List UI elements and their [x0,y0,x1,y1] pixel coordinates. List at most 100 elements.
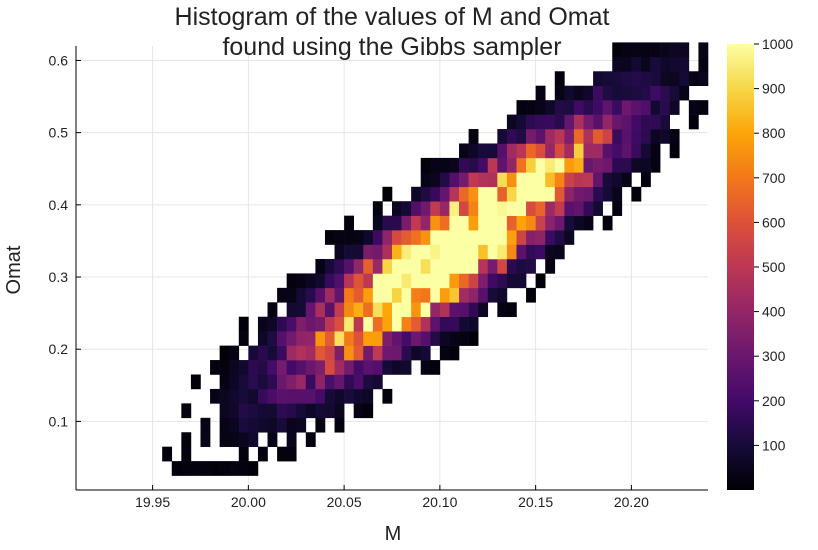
heatmap-cell [497,273,508,289]
heatmap-cell [401,331,412,346]
heatmap-cell [468,287,479,303]
heatmap-cell [305,360,316,375]
heatmap-cell [631,114,642,130]
x-tick-label: 20.20 [614,494,649,510]
heatmap-cell [679,85,690,101]
heatmap-cell [296,417,307,433]
heatmap-cell [612,186,623,202]
heatmap-cell [439,258,450,274]
heatmap-cell [439,302,450,318]
colorbar-tick-label: 200 [762,393,786,409]
heatmap-cell [660,114,670,130]
heatmap-cell [229,360,240,375]
heatmap-cell [583,186,594,202]
heatmap-cell [162,446,173,462]
heatmap-cell [535,201,546,216]
heatmap-cell [516,244,527,260]
heatmap-cell [640,172,651,188]
heatmap-cell [401,316,412,332]
heatmap-cell [363,360,374,375]
heatmap-cell [420,244,431,260]
heatmap-cell [324,388,335,404]
heatmap-cell [459,273,469,289]
heatmap-cell [420,258,431,274]
heatmap-cell [344,287,354,303]
y-tick-label: 0.6 [49,52,69,68]
heatmap-cell [468,331,479,346]
heatmap-cell [392,287,402,303]
heatmap-cell [315,273,326,289]
heatmap-cell [554,172,565,188]
heatmap-cell [660,42,670,58]
heatmap-cell [334,302,345,318]
heatmap-cell [660,85,670,101]
heatmap-cell [535,143,546,159]
heatmap-cell [554,215,565,231]
heatmap-cell [401,230,412,245]
heatmap-cell [640,100,651,115]
heatmap-cell [411,345,422,361]
x-tick-label: 20.10 [422,494,457,510]
heatmap-cell [602,186,613,202]
heatmap-cell [190,374,201,390]
heatmap-cell [210,461,220,476]
heatmap-cell [439,287,450,303]
heatmap-cell [497,143,508,159]
heatmap-cell [526,129,536,144]
y-tick-label: 0.5 [49,125,69,141]
heatmap-cell [363,316,374,332]
heatmap-cell [238,461,249,476]
heatmap-cell [401,273,412,289]
heatmap-cell [363,258,374,274]
heatmap-cell [324,345,335,361]
heatmap-cell [526,244,536,260]
heatmap-cell [344,316,354,332]
colorbar-tick-label: 400 [762,304,786,320]
heatmap-cell [621,42,632,58]
heatmap-cell [554,157,565,173]
x-tick-label: 19.95 [135,494,170,510]
heatmap-cell [372,273,383,289]
heatmap-cell [497,258,508,274]
heatmap-cell [612,85,623,101]
heatmap-cell [468,244,479,260]
heatmap-cell [573,201,584,216]
heatmap-cell [669,85,680,101]
heatmap-cell [459,172,469,188]
heatmap-cell [382,258,393,274]
heatmap-cell [535,230,546,245]
heatmap-cell [411,244,422,260]
heatmap-cell [650,71,661,87]
heatmap-cell [286,360,297,375]
heatmap-cell [669,143,680,159]
heatmap-cell [248,345,259,361]
heatmap-cell [257,316,268,332]
heatmap-cell [506,230,517,245]
heatmap-cell [631,100,642,115]
heatmap-cell [324,258,335,274]
heatmap-cell [277,417,287,433]
heatmap-cell [296,388,307,404]
heatmap-cell [449,172,460,188]
heatmap-cell [286,403,297,419]
heatmap-cell [506,129,517,144]
heatmap-cell [430,302,441,318]
heatmap-cell [459,157,469,173]
heatmap-cell [487,215,498,231]
heatmap-cell [305,273,316,289]
heatmap-cell [612,157,623,173]
heatmap-cell [449,273,460,289]
heatmap-cell [229,461,240,476]
heatmap-cell [583,157,594,173]
colorbar-tick-label: 1000 [762,36,793,52]
heatmap-cell [401,215,412,231]
y-tick-label: 0.1 [49,413,69,429]
heatmap-cell [468,143,479,159]
heatmap-cell [439,230,450,245]
heatmap-cell [593,129,603,144]
heatmap-cell [459,244,469,260]
heatmap-cell [382,331,393,346]
heatmap-cell [286,446,297,462]
heatmap-cell [497,201,508,216]
